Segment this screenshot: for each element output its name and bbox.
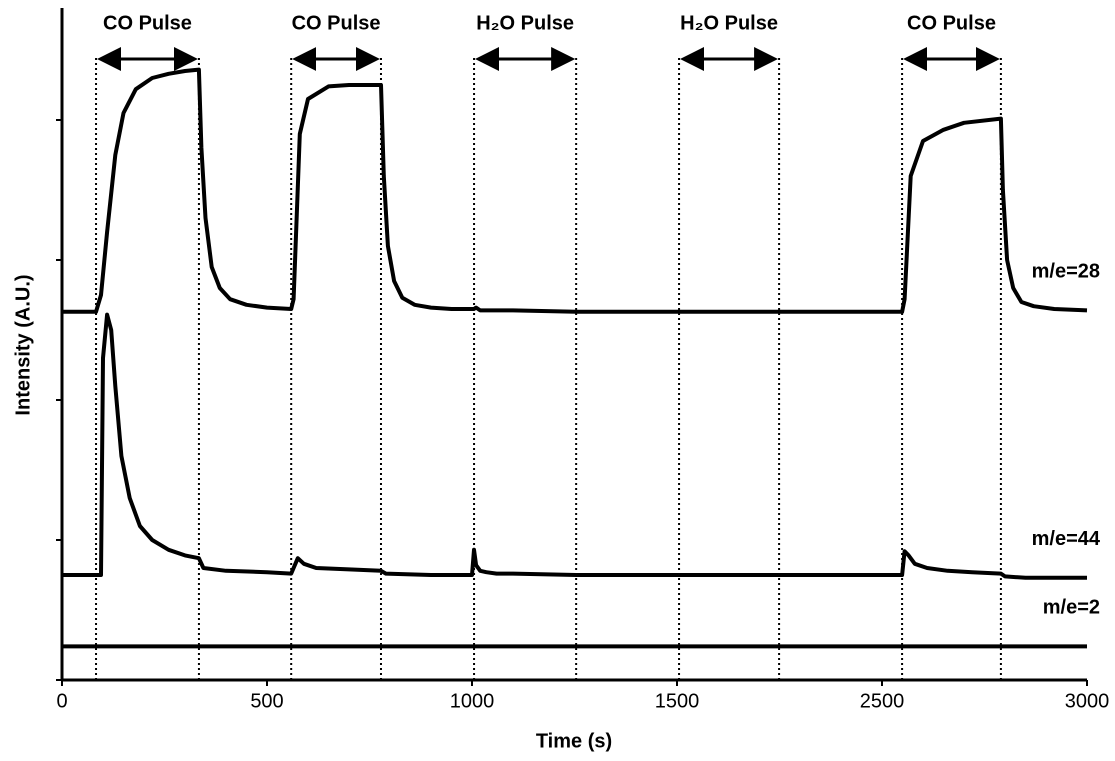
series-line	[62, 67, 1088, 314]
series-line	[62, 312, 1087, 580]
x-tick-label: 500	[250, 690, 283, 712]
pulse-label: CO Pulse	[292, 12, 381, 34]
series-label: m/e=44	[1032, 528, 1101, 550]
x-tick-label: 1000	[450, 690, 495, 712]
series-label: m/e=28	[1032, 261, 1100, 283]
pulse-label: H₂O Pulse	[476, 12, 574, 34]
x-axis-title: Time (s)	[536, 730, 612, 752]
x-tick-label: 0	[56, 690, 67, 712]
x-tick-label: 2500	[860, 690, 905, 712]
pulse-label: H₂O Pulse	[680, 12, 778, 34]
y-axis-title: Intensity (A.U.)	[12, 274, 34, 415]
pulse-label: CO Pulse	[907, 12, 996, 34]
series-label: m/e=2	[1043, 597, 1100, 619]
x-tick-label: 1500	[655, 690, 700, 712]
pulse-label: CO Pulse	[103, 12, 192, 34]
x-tick-label: 3000	[1065, 690, 1110, 712]
